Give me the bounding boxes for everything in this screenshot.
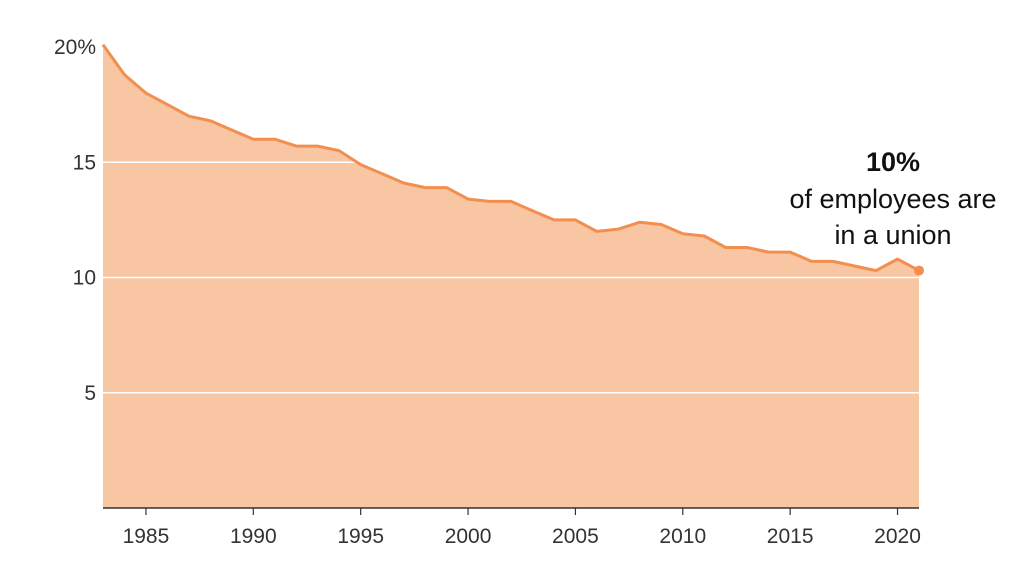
x-tick-label: 2010 <box>659 525 706 548</box>
annotation: 10% of employees are in a union <box>789 147 996 250</box>
x-tick-label: 2015 <box>767 525 814 548</box>
y-axis-ticks: 20% 15 10 5 <box>54 36 96 405</box>
endpoint-marker <box>914 265 924 276</box>
area-fill <box>103 44 919 508</box>
annotation-line-1: of employees are <box>789 184 996 214</box>
y-tick-label: 5 <box>84 382 96 405</box>
y-tick-label: 15 <box>73 151 96 174</box>
x-tick-label: 2005 <box>552 525 599 548</box>
x-tick-label: 2020 <box>874 525 921 548</box>
x-tick-label: 1985 <box>123 525 170 548</box>
gridlines <box>103 161 919 394</box>
x-axis-ticks: 1985 1990 1995 2000 2005 2010 2015 2020 <box>123 508 921 548</box>
y-tick-label: 10 <box>73 267 96 290</box>
x-tick-label: 1990 <box>230 525 277 548</box>
y-tick-label: 20% <box>54 36 96 59</box>
series-line <box>101 43 920 273</box>
annotation-value: 10% <box>866 147 920 177</box>
x-tick-label: 2000 <box>445 525 492 548</box>
annotation-line-2: in a union <box>834 220 951 250</box>
x-tick-label: 1995 <box>337 525 384 548</box>
